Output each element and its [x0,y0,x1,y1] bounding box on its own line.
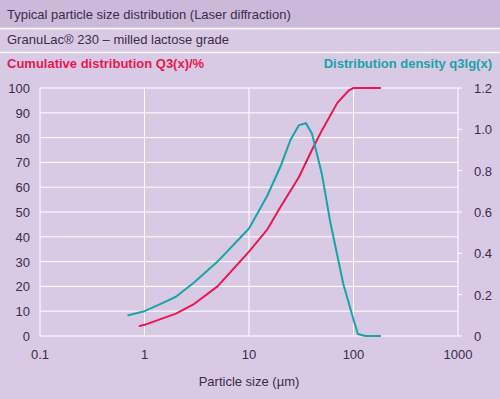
y2-tick-label: 0.6 [474,205,492,220]
y2-tick [458,170,462,171]
plot-area [128,88,380,336]
y2-tick [458,129,462,130]
x-tick-label: 1000 [444,347,473,362]
y2-tick [458,212,462,213]
grid-line [40,212,458,213]
x-axis-label: Particle size (µm) [199,374,300,389]
y2-tick [458,253,462,254]
y-tick-label: 90 [16,106,30,121]
y-tick-label: 20 [16,279,30,294]
y-tick-label: 70 [16,155,30,170]
y2-tick-label: 0.4 [474,246,492,261]
background [0,0,500,399]
y-tick-label: 40 [16,230,30,245]
grid-line [40,286,458,287]
x-tick-label: 100 [343,347,365,362]
y2-tick-label: 1.0 [474,122,492,137]
y2-tick [458,88,462,89]
grid-line [40,187,458,188]
y2-tick-label: 1.2 [474,81,492,96]
y-tick-label: 10 [16,304,30,319]
title-band [0,0,500,28]
grid-line [40,162,458,163]
y-tick-label: 100 [8,81,30,96]
y2-tick [458,336,462,337]
y2-axis-label: Distribution density q3lg(x) [324,56,492,71]
y2-tick [458,294,462,295]
x-tick-label: 0.1 [31,347,49,362]
title: Typical particle size distribution (Lase… [7,7,291,22]
grid-line [40,261,458,262]
separator [0,28,500,30]
y2-tick-label: 0.8 [474,164,492,179]
y2-tick-label: 0 [474,329,481,344]
chart: Typical particle size distribution (Lase… [0,0,500,399]
x-tick-label: 10 [242,347,256,362]
y-tick-label: 50 [16,205,30,220]
y-tick-label: 0 [23,329,30,344]
series-line [128,123,380,336]
grid-line [40,88,458,89]
grid-line [40,336,458,337]
x-tick-label: 1 [141,347,148,362]
grid-line [40,112,458,113]
grid-line [40,137,458,138]
subtitle: GranuLac® 230 – milled lactose grade [7,32,229,47]
y-axis-label: Cumulative distribution Q3(x)/% [7,56,205,71]
grid-line [40,236,458,237]
y2-tick-label: 0.2 [474,288,492,303]
y-tick-label: 80 [16,131,30,146]
y-tick-label: 30 [16,255,30,270]
grid-line [40,311,458,312]
y-tick-label: 60 [16,180,30,195]
separator [0,52,500,54]
